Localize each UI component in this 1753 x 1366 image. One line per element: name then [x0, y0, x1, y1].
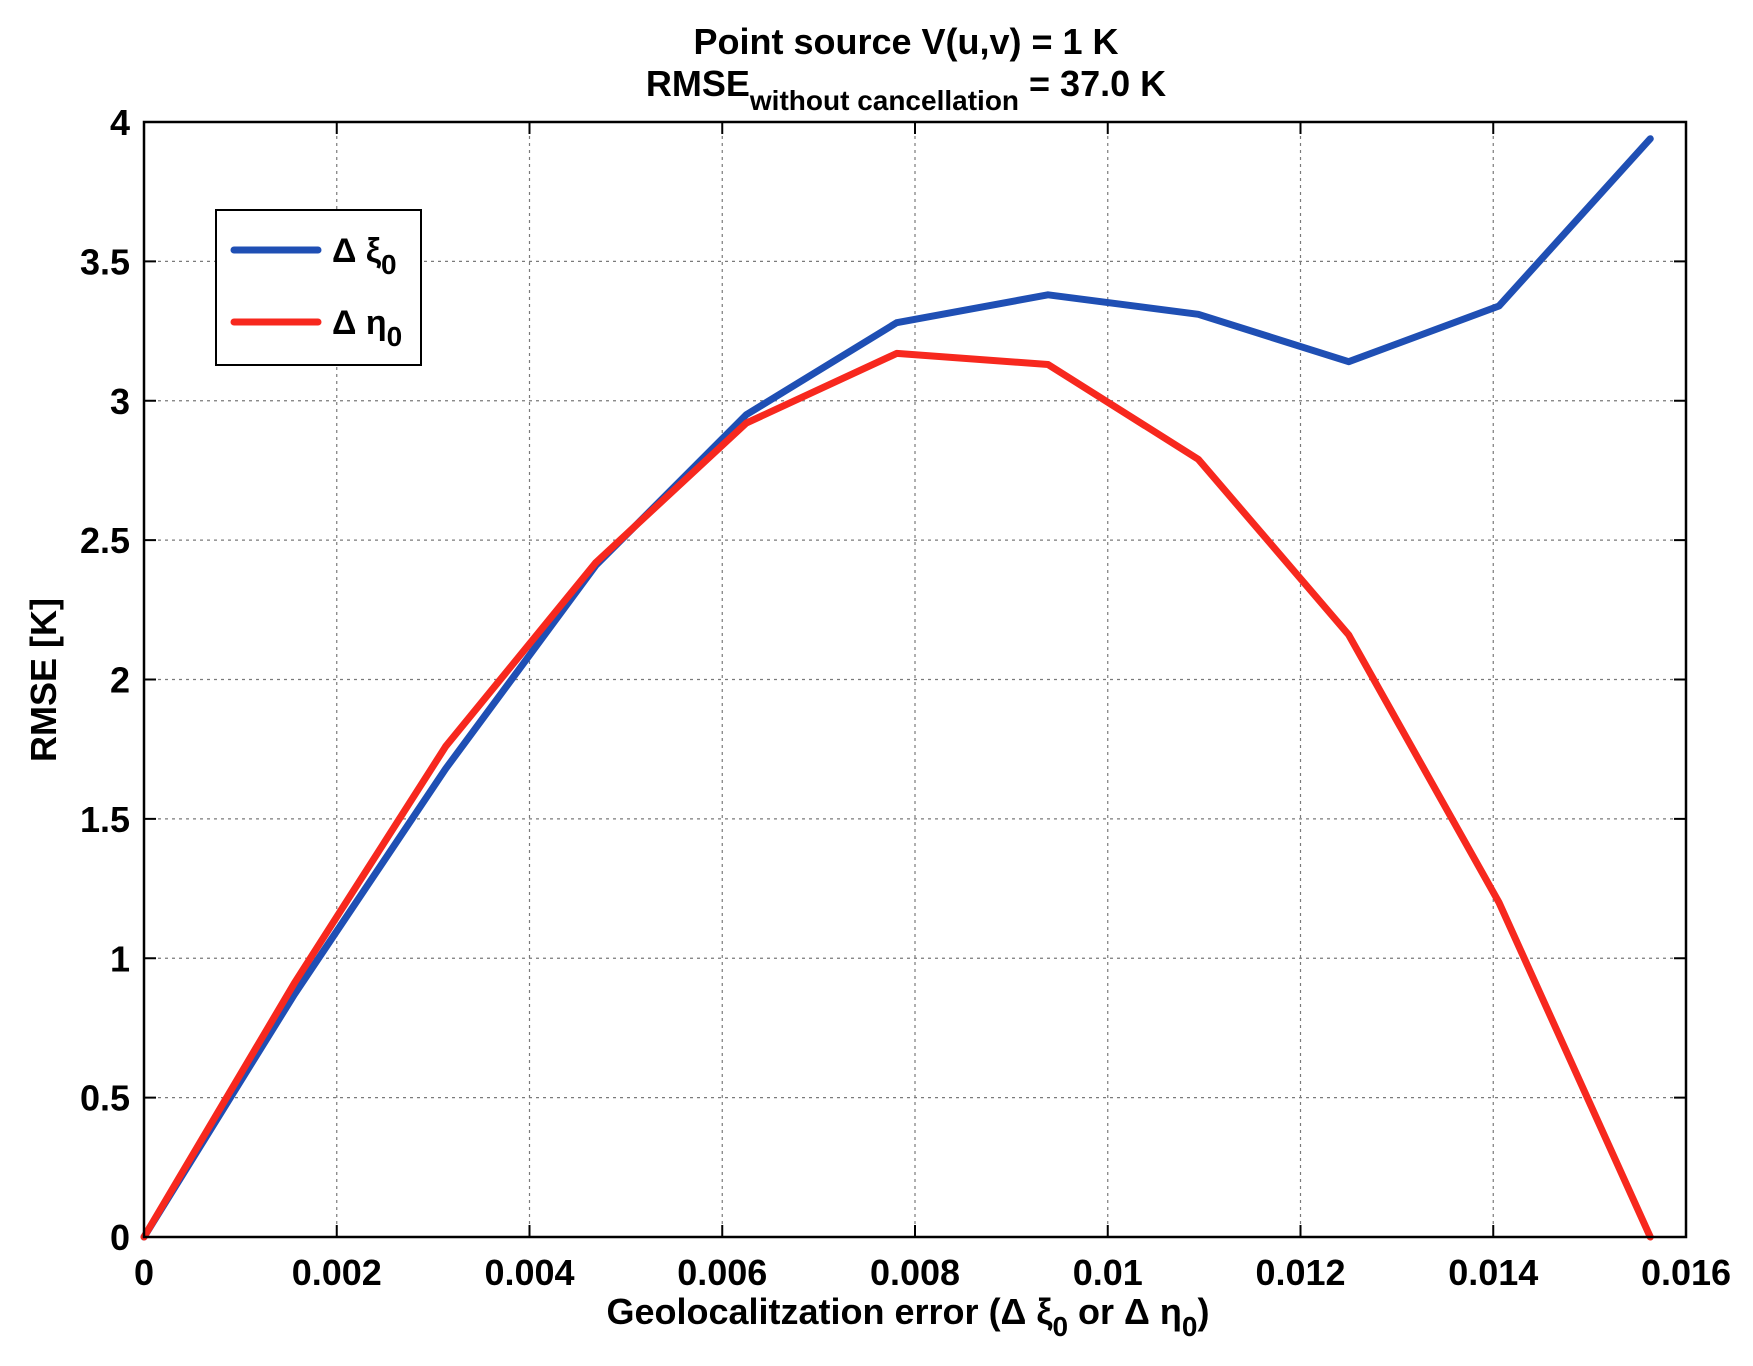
series-layer [140, 135, 1654, 1241]
series-line-xi [140, 135, 1654, 1241]
title-line-2: RMSEwithout cancellation = 37.0 K [646, 63, 1166, 116]
grid [144, 122, 1686, 1237]
y-tick-labels: 0 0.5 1 1.5 2 2.5 3 3.5 4 [80, 102, 130, 1258]
title-line-1: Point source V(u,v) = 1 K [693, 21, 1118, 62]
series-line-eta [140, 349, 1654, 1241]
title-rmse: RMSE [646, 63, 750, 104]
x-tick-label: 0.01 [1073, 1252, 1143, 1293]
x-tick-label: 0.016 [1641, 1252, 1731, 1293]
y-tick-label: 3 [110, 381, 130, 422]
x-axis-label: Geolocalitzation error (Δ ξ0 or Δ η0) [606, 1291, 1209, 1342]
title-rmse-value: = 37.0 K [1019, 63, 1166, 104]
y-tick-label: 2.5 [80, 520, 130, 561]
y-tick-label: 1.5 [80, 799, 130, 840]
y-axis-label: RMSE [K] [23, 598, 64, 762]
y-tick-label: 3.5 [80, 241, 130, 282]
y-tick-label: 0 [110, 1217, 130, 1258]
x-tick-label: 0.004 [484, 1252, 574, 1293]
x-tick-label: 0.002 [292, 1252, 382, 1293]
y-tick-label: 0.5 [80, 1078, 130, 1119]
axes [142, 120, 1688, 1239]
title-rmse-subscript: without cancellation [749, 85, 1019, 116]
legend: Δ ξ0 Δ η0 [215, 209, 422, 366]
x-tick-label: 0.006 [677, 1252, 767, 1293]
y-tick-label: 2 [110, 660, 130, 701]
legend-label-xi: Δ ξ0 [332, 232, 397, 280]
legend-label-eta: Δ η0 [332, 304, 402, 352]
y-tick-label: 1 [110, 938, 130, 979]
x-tick-label: 0.012 [1255, 1252, 1345, 1293]
x-tick-label: 0.008 [870, 1252, 960, 1293]
x-tick-label: 0.014 [1448, 1252, 1538, 1293]
legend-box [215, 209, 422, 366]
y-tick-label: 4 [110, 102, 130, 143]
x-tick-label: 0 [134, 1252, 154, 1293]
x-tick-labels: 0 0.002 0.004 0.006 0.008 0.01 0.012 0.014 0.016 [134, 1252, 1731, 1293]
chart-title: Point source V(u,v) = 1 K RMSEwithout ca… [646, 21, 1166, 116]
